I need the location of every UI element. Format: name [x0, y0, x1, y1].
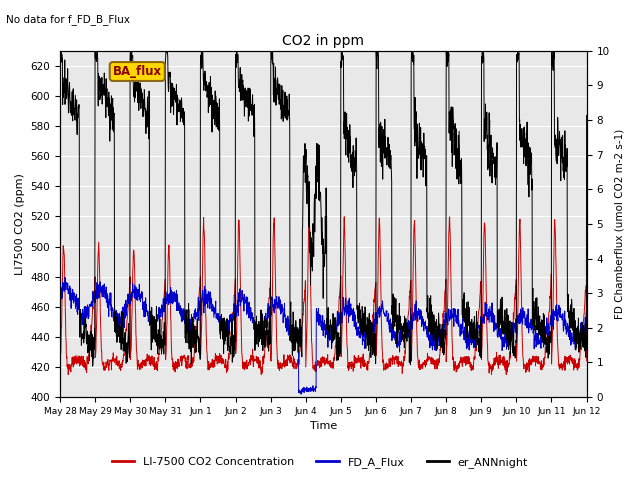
Y-axis label: LI7500 CO2 (ppm): LI7500 CO2 (ppm) — [15, 173, 25, 275]
Title: CO2 in ppm: CO2 in ppm — [282, 34, 364, 48]
Text: BA_flux: BA_flux — [113, 65, 162, 78]
X-axis label: Time: Time — [310, 421, 337, 432]
Text: No data for f_FD_B_Flux: No data for f_FD_B_Flux — [6, 14, 131, 25]
Legend: LI-7500 CO2 Concentration, FD_A_Flux, er_ANNnight: LI-7500 CO2 Concentration, FD_A_Flux, er… — [108, 452, 532, 472]
Y-axis label: FD Chamberflux (umol CO2 m-2 s-1): FD Chamberflux (umol CO2 m-2 s-1) — [615, 129, 625, 319]
